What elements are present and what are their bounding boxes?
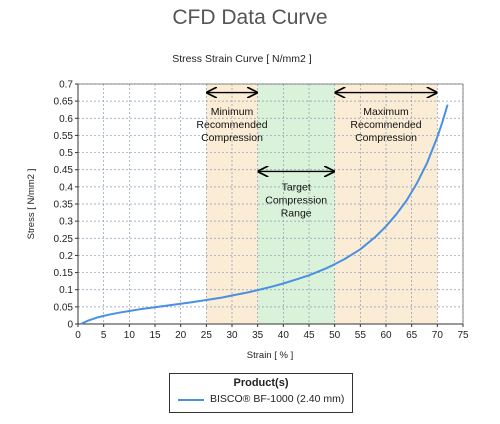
legend-swatch <box>178 399 204 401</box>
x-tick-label: 10 <box>124 330 136 341</box>
series-line-1 <box>80 104 449 325</box>
x-tick-label: 55 <box>355 330 367 341</box>
band-label-2: Target Compression Range <box>265 181 327 219</box>
legend-title: Product(s) <box>233 377 289 389</box>
y-tick-label: 0.6 <box>59 114 73 125</box>
x-tick-label: 35 <box>252 330 264 341</box>
curve-layer <box>80 104 449 325</box>
band-label-3: Maximum Recommended Compression <box>350 106 421 144</box>
y-tick-label: 0.2 <box>59 251 73 262</box>
y-tick-label: 0 <box>67 320 73 331</box>
chart-title: Stress Strain Curve [ N/mm2 ] <box>172 53 312 65</box>
x-tick-label: 20 <box>175 330 187 341</box>
x-tick-label: 0 <box>75 330 81 341</box>
x-tick-label: 30 <box>226 330 238 341</box>
x-tick-label: 40 <box>278 330 290 341</box>
y-tick-label: 0.65 <box>54 97 74 108</box>
legend: Product(s) BISCO® BF-1000 (2.40 mm) <box>169 373 353 413</box>
y-tick-label: 0.45 <box>54 165 74 176</box>
x-tick-label: 25 <box>201 330 213 341</box>
x-tick-label: 60 <box>380 330 392 341</box>
x-tick-label: 15 <box>149 330 161 341</box>
axes-layer: 0 5 10 15 20 25 30 35 40 45 50 55 60 65 70 75 0 0.05 0.1 0.… <box>54 80 469 342</box>
y-tick-label: 0.15 <box>54 268 74 279</box>
x-tick-label: 65 <box>406 330 418 341</box>
page-title: CFD Data Curve <box>172 6 328 29</box>
x-tick-label: 50 <box>329 330 341 341</box>
legend-label: BISCO® BF-1000 (2.40 mm) <box>210 393 345 405</box>
x-tick-label: 45 <box>303 330 315 341</box>
x-tick-label: 70 <box>432 330 444 341</box>
y-axis-label: Stress [ N/mm2 ] <box>26 169 37 240</box>
x-axis-label: Strain [ % ] <box>247 350 293 361</box>
y-tick-label: 0.35 <box>54 200 74 211</box>
y-tick-label: 0.3 <box>59 217 73 228</box>
x-tick-label: 5 <box>101 330 107 341</box>
x-tick-label: 75 <box>457 330 469 341</box>
y-tick-label: 0.05 <box>54 302 74 313</box>
band-label-1: Minimum Recommended Compression <box>196 106 267 144</box>
y-tick-label: 0.7 <box>59 80 73 91</box>
y-tick-label: 0.1 <box>59 285 73 296</box>
annotation-layer: Minimum Recommended Compression Target Compr… <box>196 93 436 219</box>
y-tick-label: 0.5 <box>59 148 73 159</box>
y-tick-label: 0.25 <box>54 234 74 245</box>
y-tick-label: 0.55 <box>54 131 74 142</box>
y-tick-label: 0.4 <box>59 182 73 193</box>
